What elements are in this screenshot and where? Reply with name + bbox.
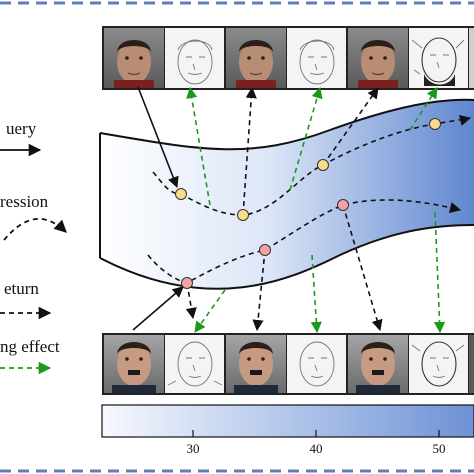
face-sketch	[409, 335, 468, 393]
return-arrow	[342, 204, 383, 332]
legend-regression-arrow	[3, 218, 67, 241]
effect-arrow	[433, 211, 446, 334]
yellow-node	[237, 209, 249, 221]
face-photo	[348, 335, 408, 393]
return-arrow	[252, 249, 266, 332]
manifold-band	[100, 99, 474, 289]
red-node	[337, 199, 349, 211]
effect-arrow	[310, 254, 322, 334]
colorbar-tick-label: 30	[187, 441, 200, 456]
red-node	[181, 277, 193, 289]
red-node	[259, 244, 271, 256]
return-arrow	[242, 86, 257, 216]
yellow-node	[429, 118, 441, 130]
face-photo	[348, 28, 408, 88]
face-sketch	[287, 335, 346, 393]
face-sketch	[287, 28, 346, 88]
legend-regression-label: ression	[0, 192, 49, 211]
effect-arrow	[186, 86, 211, 206]
manifold-bottom-edge	[99, 224, 474, 290]
top-image-strip	[102, 26, 474, 90]
effect-arrow	[194, 289, 226, 333]
legend-query-label: uery	[6, 119, 37, 138]
colorbar-tick-label: 40	[310, 441, 323, 456]
face-photo	[226, 335, 286, 393]
face-sketch	[165, 28, 224, 88]
yellow-node	[175, 188, 187, 200]
legend-effect-label: ng effect	[0, 337, 60, 356]
legend: uery ression eturn ng effect	[0, 119, 67, 375]
query-arrow	[132, 286, 184, 331]
face-photo	[226, 28, 286, 88]
face-photo	[104, 335, 164, 393]
colorbar: 30 40 50	[101, 404, 474, 456]
return-arrow	[185, 282, 197, 320]
face-sketch	[165, 335, 224, 393]
legend-return-label: eturn	[4, 279, 39, 298]
face-sketch	[409, 28, 468, 88]
face-photo	[104, 28, 164, 88]
return-arrow	[322, 87, 379, 166]
yellow-node	[317, 159, 329, 171]
query-arrow	[137, 86, 179, 189]
colorbar-tick-label: 50	[433, 441, 446, 456]
colorbar-gradient	[101, 404, 474, 438]
bottom-image-strip	[102, 333, 474, 395]
